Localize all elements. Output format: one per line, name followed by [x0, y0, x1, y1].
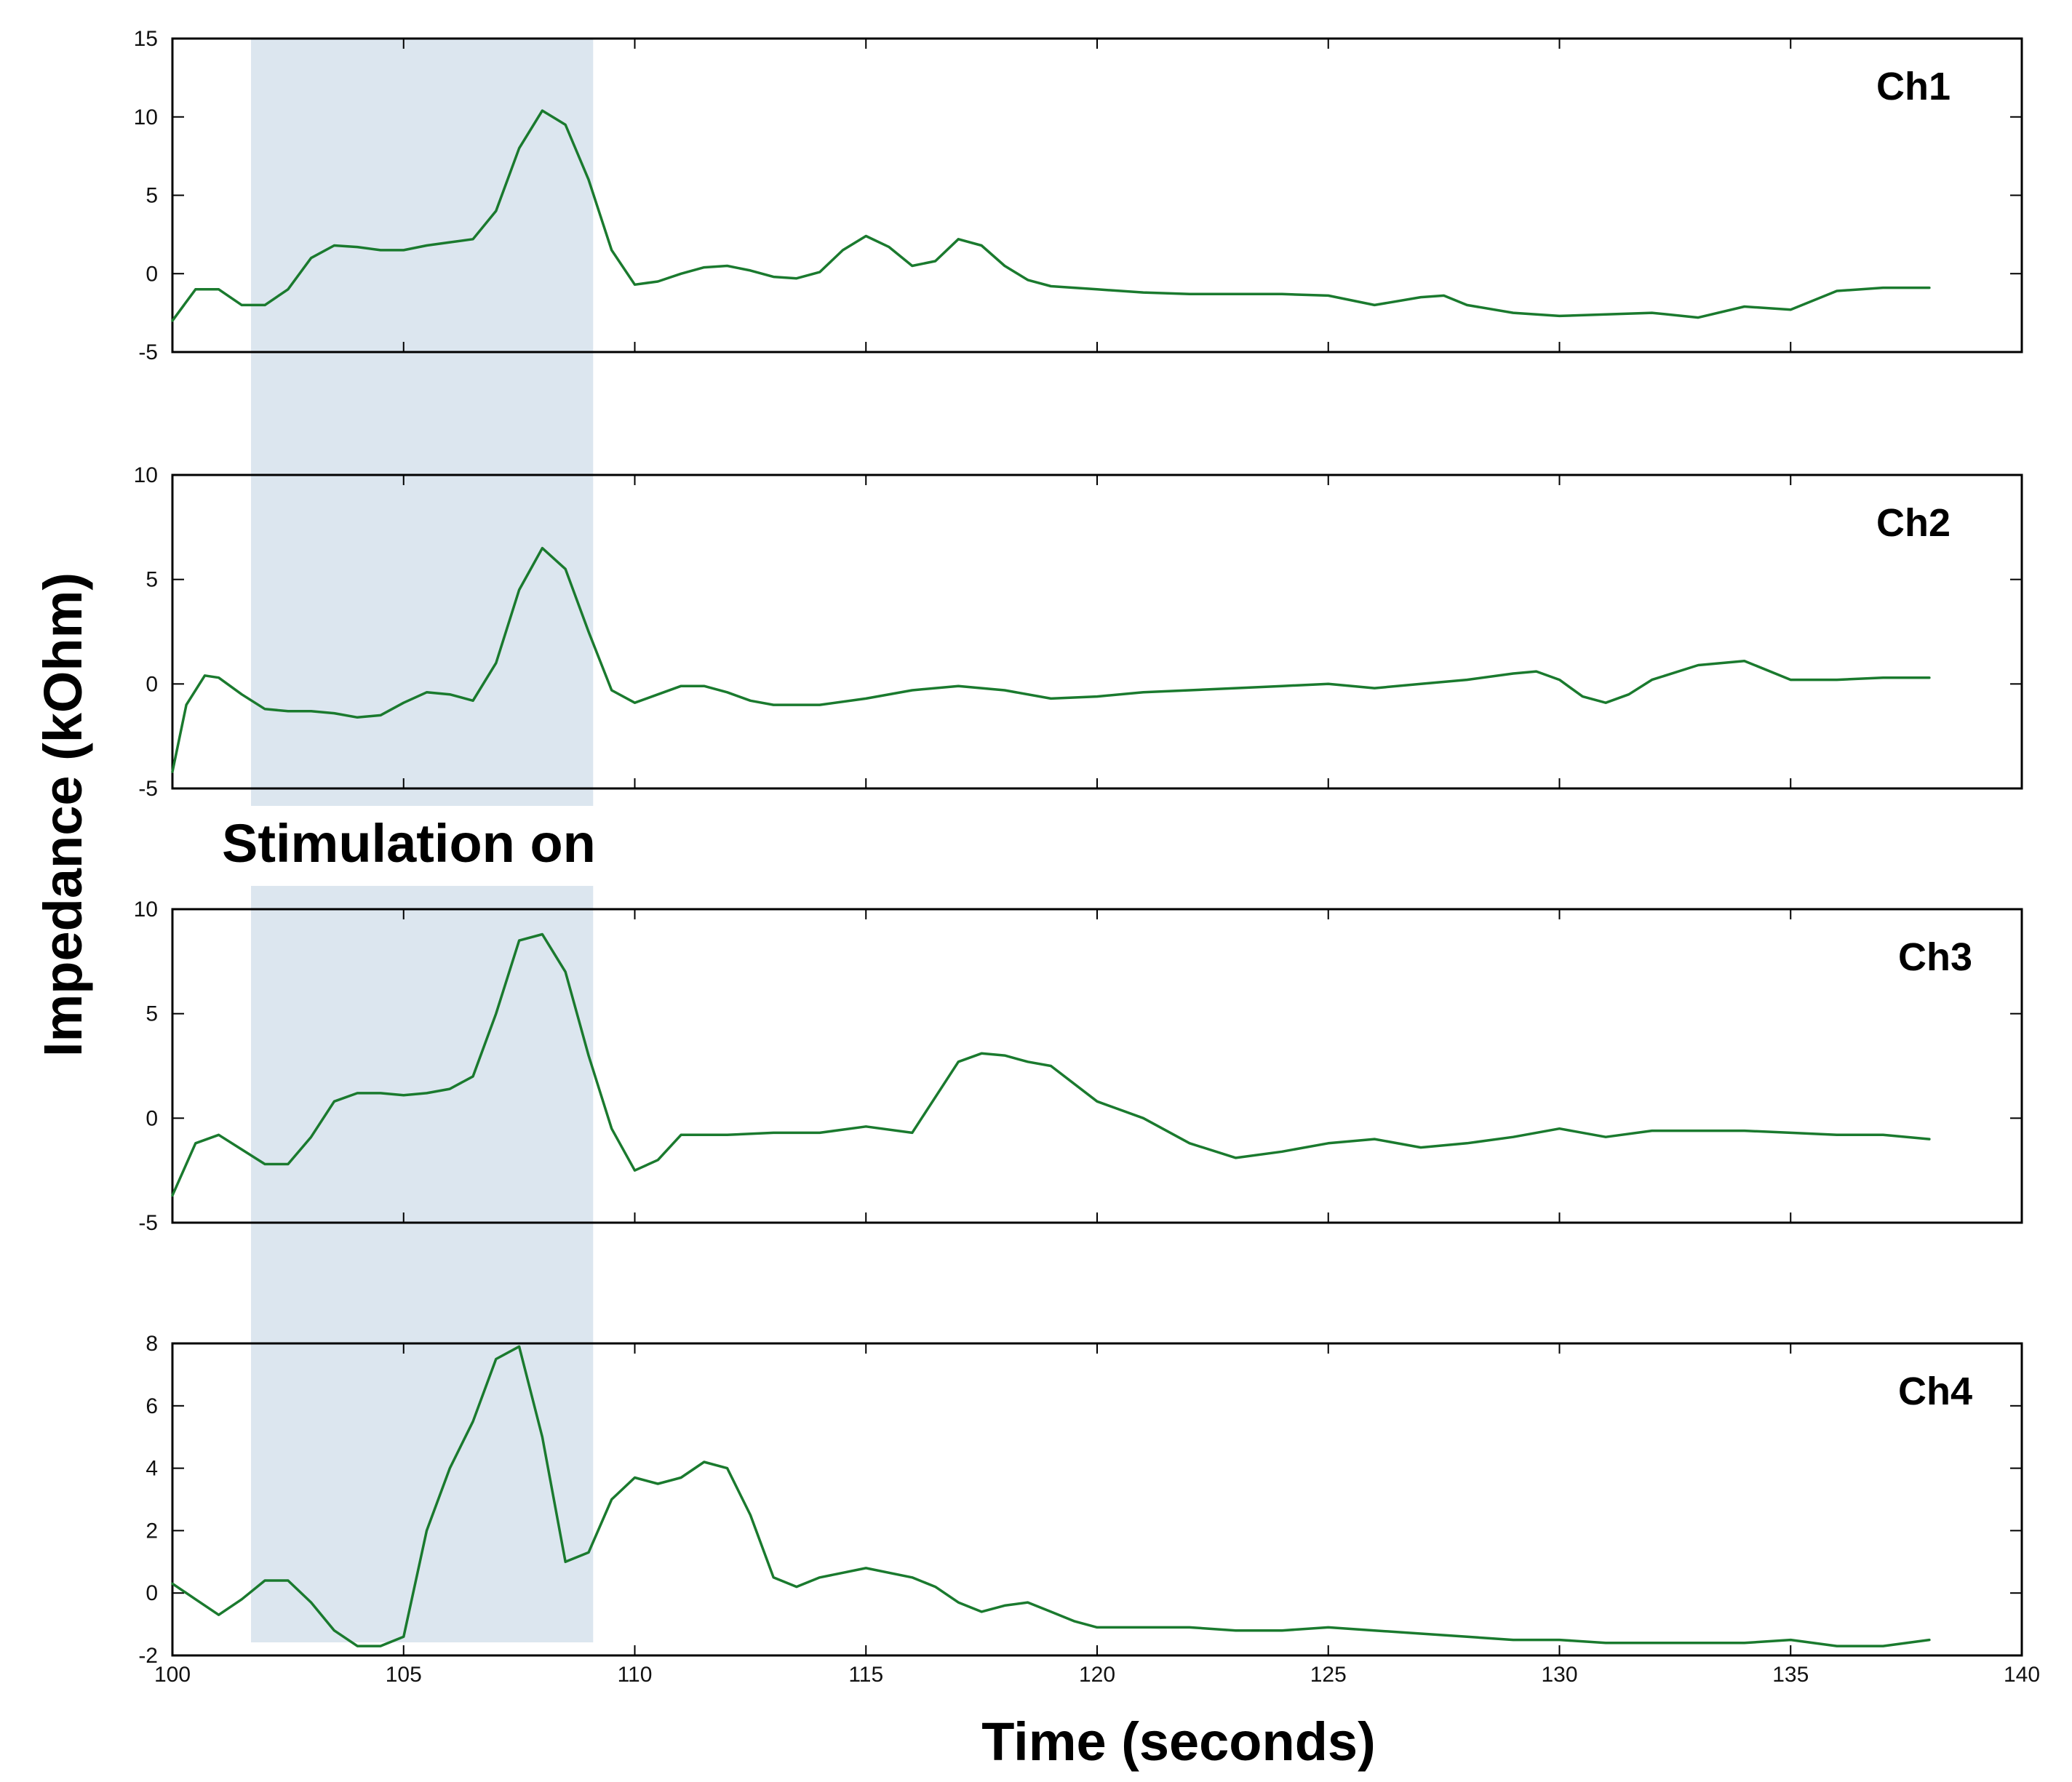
x-tick-label: 135 — [1772, 1663, 1809, 1687]
y-tick-label: 10 — [134, 898, 158, 922]
y-tick-label: 0 — [146, 262, 158, 286]
panel-ch2: -5 0 5 10 Ch2 — [134, 463, 2023, 801]
stimulation-shading — [251, 39, 594, 1642]
panels: -5 0 5 10 15 Ch1 -5 0 5 10 Ch2 -5 0 5 10 Ch3 -2 0 2 4 6 8 Ch4 — [134, 27, 2023, 1668]
channel-label: Ch1 — [1876, 65, 1951, 108]
x-tick-label: 140 — [2004, 1663, 2040, 1687]
y-tick-label: 0 — [146, 672, 158, 696]
y-tick-label: 5 — [146, 568, 158, 592]
series-line-ch4 — [171, 1345, 1931, 1647]
x-tick-label: 115 — [848, 1663, 883, 1687]
stimulation-annotation: Stimulation on — [222, 813, 596, 874]
y-axis-title: Impedance (kOhm) — [33, 572, 93, 1057]
x-tick-label: 125 — [1310, 1663, 1347, 1687]
y-tick-label: -5 — [138, 1211, 158, 1235]
y-tick-label: 8 — [146, 1332, 158, 1356]
y-tick-label: 15 — [134, 27, 158, 51]
y-tick-label: -5 — [138, 777, 158, 801]
series-line-ch1 — [171, 109, 1931, 322]
y-tick-label: 10 — [134, 105, 158, 129]
x-tick-label: 110 — [618, 1663, 653, 1687]
series-line-ch3 — [171, 932, 1931, 1197]
x-tick-label: 105 — [386, 1663, 422, 1687]
series-line-ch2 — [171, 546, 1931, 773]
y-tick-label: 10 — [134, 463, 158, 487]
x-tick-label: 100 — [154, 1663, 191, 1687]
y-tick-label: 2 — [146, 1519, 158, 1543]
y-tick-label: 5 — [146, 1002, 158, 1026]
channel-label: Ch2 — [1876, 501, 1951, 545]
channel-label: Ch4 — [1898, 1370, 1972, 1413]
x-axis-ticks: 100 105 110 115 120 125 130 135 140 — [154, 1663, 2040, 1687]
stimulation-band-1 — [251, 39, 594, 806]
panel-ch4: -2 0 2 4 6 8 Ch4 — [138, 1332, 2023, 1668]
panel-ch1: -5 0 5 10 15 Ch1 — [134, 27, 2023, 364]
y-tick-label: -5 — [138, 340, 158, 364]
y-tick-label: 0 — [146, 1106, 158, 1130]
y-tick-label: 6 — [146, 1394, 158, 1418]
y-tick-label: 0 — [146, 1581, 158, 1605]
x-tick-label: 120 — [1079, 1663, 1115, 1687]
x-tick-label: 130 — [1541, 1663, 1577, 1687]
channel-label: Ch3 — [1898, 935, 1972, 979]
y-tick-label: 5 — [146, 184, 158, 208]
y-tick-label: -2 — [138, 1644, 158, 1668]
stimulation-band-2 — [251, 886, 594, 1642]
y-tick-label: 4 — [146, 1457, 158, 1481]
x-axis-title: Time (seconds) — [981, 1711, 1375, 1772]
panel-ch3: -5 0 5 10 Ch3 — [134, 898, 2023, 1235]
